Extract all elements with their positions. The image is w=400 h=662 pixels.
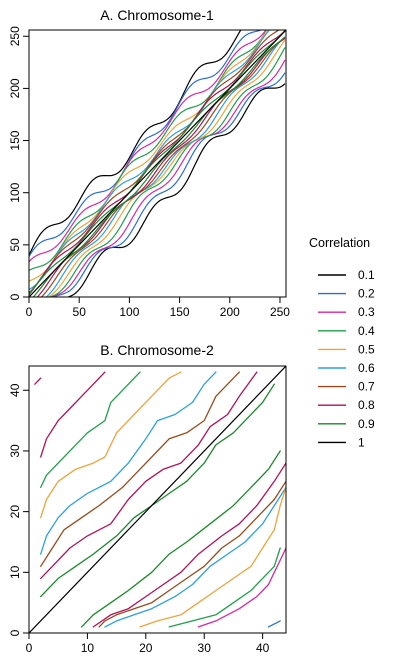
y-tick-label: 0 (8, 293, 22, 300)
panel-b: B. Chromosome-2 0 10 20 30 40 0 10 20 30 40 (8, 342, 287, 655)
legend-label: 0.1 (358, 268, 375, 282)
x-tick-label: 10 (81, 641, 95, 655)
x-tick-label: 20 (139, 641, 153, 655)
x-tick-label: 50 (73, 305, 87, 319)
series-line-0-6 (29, 30, 271, 291)
series-line-0-3 (29, 30, 267, 263)
x-tick-label: 150 (170, 305, 190, 319)
x-tick-label: 40 (256, 641, 270, 655)
series-line-0-6 (40, 371, 217, 555)
series-line-0-5 (40, 371, 182, 519)
y-tick-label: 30 (8, 444, 22, 458)
panel-a-title: A. Chromosome-1 (100, 7, 214, 23)
y-tick-label: 20 (8, 505, 22, 519)
series-line-0-9 (40, 383, 275, 598)
y-tick-label: 10 (8, 565, 22, 579)
x-tick-label: 0 (26, 641, 33, 655)
series-line-0-3 (49, 59, 286, 297)
x-tick-label: 250 (270, 305, 290, 319)
series-line-0-7 (98, 480, 286, 628)
y-tick-label: 150 (8, 130, 22, 150)
panel-b-frame (28, 365, 287, 634)
series-line-0-5 (47, 39, 286, 297)
series-line-0-5 (29, 30, 268, 282)
legend-label: 1 (358, 435, 365, 449)
y-tick-label: 40 (8, 383, 22, 397)
x-tick-label: 100 (119, 305, 139, 319)
series-line-1-diagonal (29, 30, 286, 297)
y-tick-label: 100 (8, 182, 22, 202)
series-line-0-2 (267, 620, 281, 628)
series-line-0-1 (29, 30, 242, 256)
series-line-0-7 (40, 37, 286, 297)
legend-label: 0.5 (358, 342, 375, 356)
legend-label: 0.7 (358, 380, 375, 394)
series-line-0-8 (40, 371, 106, 458)
series-line-0-7 (29, 30, 281, 294)
series-line-0-2 (52, 72, 286, 297)
series-line-1-diagonal (29, 366, 286, 633)
panel-b-title: B. Chromosome-2 (100, 342, 214, 358)
legend-label: 0.3 (358, 305, 375, 319)
legend: Correlation 0.1 0.2 0.3 0.4 0.5 0.6 0.7 0.8 0.9 1 (309, 236, 375, 449)
legend-label: 0.6 (358, 361, 375, 375)
y-tick-label: 200 (8, 78, 22, 98)
series-line-0-8 (36, 38, 286, 297)
y-tick-label: 250 (8, 26, 22, 46)
legend-label: 0.8 (358, 398, 375, 412)
series-line-0-6 (104, 486, 286, 628)
series-line-0-6 (45, 36, 286, 297)
series-line-0-8 (34, 377, 42, 385)
legend-label: 0.9 (358, 417, 375, 431)
panel-a: A. Chromosome-1 0 50 100 150 200 250 0 50 100 150… (8, 7, 290, 319)
series-line-0-2 (29, 30, 263, 257)
series-line-0-7 (40, 371, 240, 567)
series-line-0-4 (40, 371, 141, 489)
series-line-0-3 (197, 547, 286, 628)
legend-label: 0.2 (358, 287, 375, 301)
series-line-0-9 (32, 36, 286, 297)
y-tick-label: 0 (8, 629, 22, 636)
series-line-0-8 (92, 462, 286, 628)
series-line-0-4 (47, 47, 286, 297)
y-tick-label: 50 (8, 238, 22, 252)
x-tick-label: 30 (198, 641, 212, 655)
series-line-0-8 (29, 30, 286, 296)
panel-a-frame (28, 29, 287, 298)
series-line-0-9 (29, 30, 286, 295)
x-tick-label: 0 (26, 305, 33, 319)
series-line-0-4 (168, 547, 281, 628)
series-line-0-8 (40, 371, 258, 580)
series-line-0-9 (80, 450, 281, 628)
legend-title: Correlation (309, 236, 370, 250)
series-line-0-4 (29, 30, 268, 271)
series-line-0-1 (65, 83, 286, 297)
legend-label: 0.4 (358, 324, 375, 338)
series-line-0-5 (139, 486, 286, 628)
x-tick-label: 200 (220, 305, 240, 319)
